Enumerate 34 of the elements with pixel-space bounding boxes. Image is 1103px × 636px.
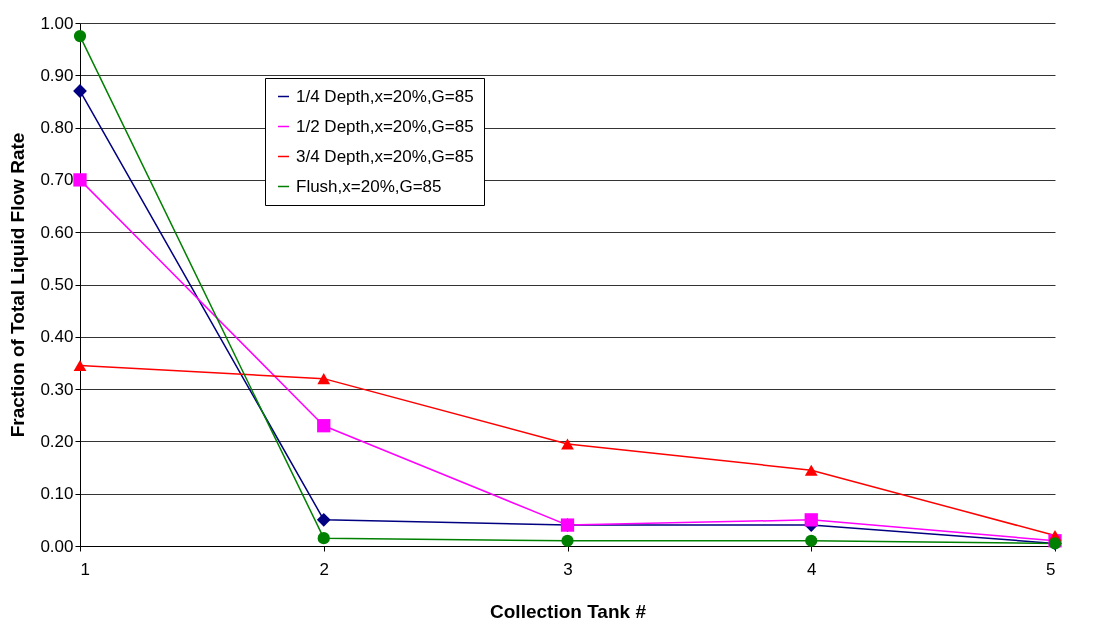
point — [805, 534, 818, 547]
legend-label: 1/2 Depth,x=20%,G=85 — [296, 116, 474, 136]
x-tick-label: 3 — [563, 559, 573, 579]
y-axis-title: Fraction of Total Liquid Flow Rate — [7, 132, 29, 438]
y-tick-label: 0.80 — [40, 118, 74, 138]
point — [73, 29, 87, 43]
point — [317, 532, 330, 545]
y-tick-label: 0.10 — [40, 484, 74, 504]
legend-label: Flush,x=20%,G=85 — [296, 176, 442, 196]
point — [317, 419, 331, 433]
x-tick-label: 1 — [80, 559, 90, 579]
x-axis-title: Collection Tank # — [490, 600, 647, 622]
x-tick-label: 4 — [807, 559, 817, 579]
point — [317, 373, 331, 385]
legend-label: 3/4 Depth,x=20%,G=85 — [296, 146, 474, 166]
point — [804, 464, 818, 476]
y-tick-label: 0.40 — [40, 327, 74, 347]
point — [73, 360, 87, 372]
point — [561, 438, 574, 450]
y-tick-label: 0.00 — [40, 536, 74, 556]
legend-label: 1/4 Depth,x=20%,G=85 — [296, 86, 474, 106]
x-tick-label: 5 — [1046, 559, 1056, 579]
y-tick-label: 0.20 — [40, 431, 74, 451]
y-tick-label: 0.30 — [40, 379, 74, 399]
point — [804, 513, 818, 527]
y-tick-label: 0.60 — [40, 222, 74, 242]
y-tick-label: 0.90 — [40, 65, 74, 85]
point — [561, 534, 574, 547]
x-tick-label: 2 — [319, 559, 329, 579]
y-tick-label: 1.00 — [40, 13, 74, 33]
y-tick-label: 0.70 — [40, 170, 74, 190]
point — [316, 512, 331, 527]
y-tick-label: 0.50 — [40, 275, 74, 294]
point — [73, 173, 87, 187]
